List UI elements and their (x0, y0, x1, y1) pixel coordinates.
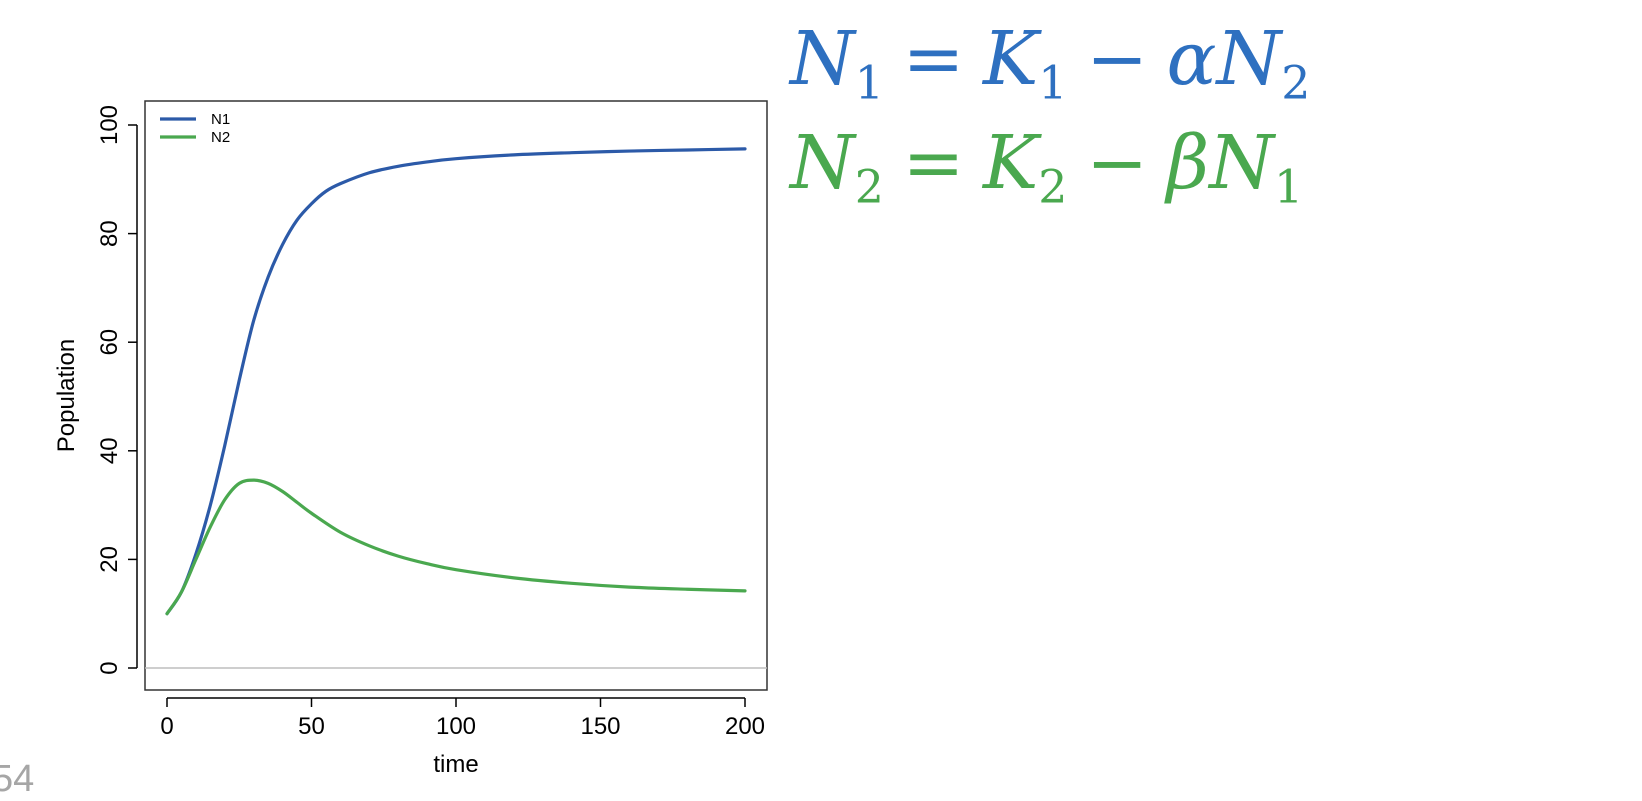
x-tick-label: 150 (580, 713, 620, 740)
eq2-equals-sign: = (902, 120, 965, 206)
eq1-minus-sign: − (1085, 16, 1148, 102)
eq1-capacity-symbol: K (982, 16, 1039, 102)
x-tick-label: 0 (160, 713, 173, 740)
y-tick-label: 100 (96, 105, 123, 145)
x-tick-label: 100 (436, 713, 476, 740)
y-axis: 0 20 40 60 80 100 (96, 105, 138, 675)
eq1-rhs-symbol: N (1216, 16, 1282, 102)
legend-label-n2: N2 (211, 129, 230, 146)
eq1-lhs-subscript: 1 (854, 55, 884, 110)
slide-number: 54 (0, 758, 35, 800)
series-line-n1 (165, 147, 747, 616)
eq2-beta-coefficient: β (1166, 120, 1210, 206)
eq1-rhs-subscript: 2 (1281, 55, 1311, 110)
population-chart: 0 50 100 150 200 0 20 40 60 80 100 time Populatio… (53, 100, 768, 778)
x-tick-label: 50 (298, 713, 325, 740)
eq2-lhs-symbol: N (790, 120, 855, 206)
eq1-lhs-symbol: N (790, 16, 855, 102)
eq2-lhs-subscript: 2 (854, 159, 884, 214)
series-line-n2 (165, 478, 747, 616)
equation-n2: N2 = K2− βN1 (790, 126, 1303, 211)
equation-n1: N1 = K1− αN2 (790, 22, 1310, 107)
eq2-rhs-symbol: N (1209, 120, 1274, 206)
eq2-minus-sign: − (1085, 120, 1148, 206)
eq2-capacity-subscript: 2 (1038, 159, 1068, 214)
y-tick-label: 0 (96, 661, 123, 674)
x-axis: 0 50 100 150 200 (160, 697, 765, 740)
legend-label-n1: N1 (211, 111, 230, 128)
y-axis-title: Population (53, 339, 80, 452)
eq1-capacity-subscript: 1 (1038, 55, 1068, 110)
y-tick-label: 40 (96, 437, 123, 464)
y-tick-label: 60 (96, 329, 123, 356)
plot-frame (144, 100, 768, 691)
x-axis-title: time (433, 751, 478, 778)
eq1-equals-sign: = (902, 16, 965, 102)
y-tick-label: 20 (96, 546, 123, 573)
series-layer (165, 147, 747, 616)
y-tick-label: 80 (96, 220, 123, 247)
eq2-rhs-subscript: 1 (1273, 159, 1304, 214)
x-tick-label: 200 (725, 713, 765, 740)
eq2-capacity-symbol: K (982, 120, 1039, 206)
eq1-alpha-coefficient: α (1166, 16, 1217, 102)
